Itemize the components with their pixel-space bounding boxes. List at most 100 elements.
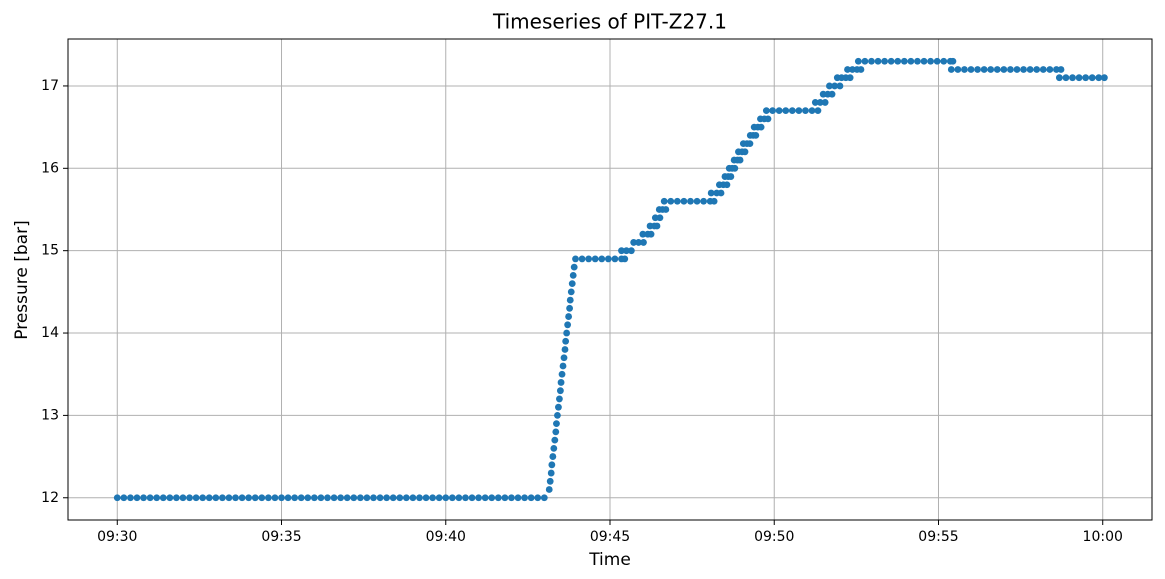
point [567,288,575,296]
point [547,469,555,477]
point [831,82,839,90]
point [310,494,318,502]
point [788,107,796,115]
point [927,57,935,65]
point [422,494,430,502]
x-tick-label: 09:35 [261,529,301,545]
point [762,107,770,115]
point [811,99,819,106]
point [324,494,331,502]
point [562,337,570,345]
point [1075,74,1083,82]
point [907,57,915,65]
point [199,494,207,502]
point [980,66,988,73]
point [993,66,1001,73]
point [238,494,246,502]
point [656,214,664,222]
point [836,82,844,90]
point [475,494,483,502]
point [113,494,121,502]
x-tick-label: 09:45 [590,529,630,545]
point [159,494,167,502]
point [914,57,921,65]
point [680,197,688,205]
point [769,107,776,115]
point [186,494,193,502]
point [961,66,968,73]
point [621,255,629,263]
point [557,379,565,386]
point [501,494,509,502]
point [578,255,586,263]
point [192,494,200,502]
point [591,255,599,263]
point [527,494,535,502]
point [564,321,572,329]
point [232,494,239,502]
point [1055,74,1063,82]
point [940,57,948,65]
point [481,494,489,502]
y-tick-label: 15 [41,243,59,259]
point [1095,74,1103,82]
point [548,461,556,469]
point [550,444,558,452]
point [861,57,869,65]
point [741,148,749,156]
point [954,66,962,73]
point [736,156,744,164]
point [488,494,496,502]
point [949,57,957,65]
point [1026,66,1034,73]
point [455,494,463,502]
point [304,494,312,502]
point [546,477,554,485]
point [881,57,889,65]
point [556,395,563,403]
point [826,82,833,90]
x-tick-label: 09:40 [426,529,466,545]
point [757,123,765,131]
point [887,57,895,65]
point [559,362,567,370]
point [409,494,417,502]
point [618,247,625,255]
marks [113,57,1108,502]
point [212,494,220,502]
point [795,107,803,115]
point [854,57,862,65]
point [245,494,253,502]
point [667,197,675,205]
point [569,271,577,279]
point [337,494,345,502]
point [1088,74,1096,82]
point [225,494,233,502]
point [814,107,822,115]
point [900,57,908,65]
point [627,247,635,255]
point [821,99,829,106]
point [846,74,854,82]
point [370,494,377,502]
point [558,370,566,378]
point [416,494,423,502]
point [468,494,476,502]
point [396,494,404,502]
chart-title: Timeseries of PIT-Z27.1 [492,10,727,34]
point [389,494,397,502]
x-tick-label: 09:30 [97,529,137,545]
point [133,494,141,502]
point [343,494,351,502]
point [363,494,371,502]
point [802,107,809,115]
point [140,494,147,502]
point [727,173,735,180]
point [258,494,266,502]
point [218,494,226,502]
point [1100,74,1108,82]
point [356,494,364,502]
point [782,107,790,115]
point [534,494,542,502]
point [1046,66,1054,73]
